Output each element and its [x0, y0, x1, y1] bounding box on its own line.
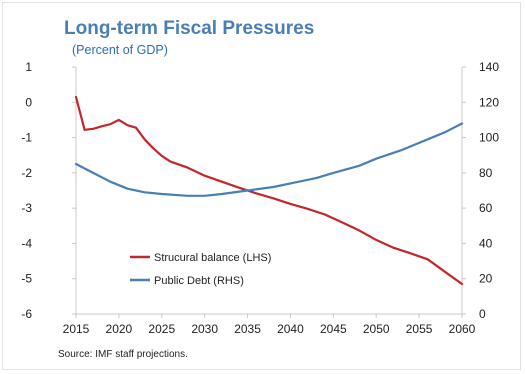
y-right-tick-label: 80 [479, 166, 493, 180]
x-tick-label: 2025 [148, 322, 175, 336]
x-tick-label: 2015 [63, 322, 90, 336]
y-right-tick-label: 140 [479, 60, 499, 74]
x-tick-label: 2030 [191, 322, 218, 336]
y-left-tick-label: 1 [25, 60, 32, 74]
y-left-tick-label: 0 [25, 95, 32, 109]
y-left-tick-label: -6 [21, 307, 32, 321]
y-left-tick-label: -4 [21, 236, 32, 250]
x-tick-label: 2040 [277, 322, 304, 336]
series-line-public-debt [74, 122, 464, 197]
chart-frame [2, 2, 521, 370]
source-note: Source: IMF staff projections. [58, 349, 188, 360]
y-right-tick-label: 20 [479, 272, 493, 286]
y-left-tick-label: -5 [21, 272, 32, 286]
legend-label-debt: Public Debt (RHS) [154, 275, 244, 287]
legend-label-structural: Strucural balance (LHS) [154, 252, 271, 264]
chart-title: Long-term Fiscal Pressures [64, 18, 315, 39]
x-tick-label: 2035 [234, 322, 261, 336]
series-line-structural-balance [74, 95, 464, 286]
y-left-tick-label: -1 [21, 131, 32, 145]
y-right-tick-label: 120 [479, 95, 499, 109]
y-left-tick-label: -3 [21, 201, 32, 215]
x-tick-label: 2045 [320, 322, 347, 336]
y-right-tick-label: 0 [479, 307, 486, 321]
y-right-tick-label: 100 [479, 131, 499, 145]
x-tick-label: 2055 [406, 322, 433, 336]
x-tick-label: 2020 [106, 322, 133, 336]
x-tick-label: 2060 [449, 322, 476, 336]
y-right-tick-label: 60 [479, 201, 493, 215]
y-left-tick-label: -2 [21, 166, 32, 180]
chart-subtitle: (Percent of GDP) [72, 43, 168, 57]
x-tick-label: 2050 [363, 322, 390, 336]
y-right-tick-label: 40 [479, 236, 493, 250]
